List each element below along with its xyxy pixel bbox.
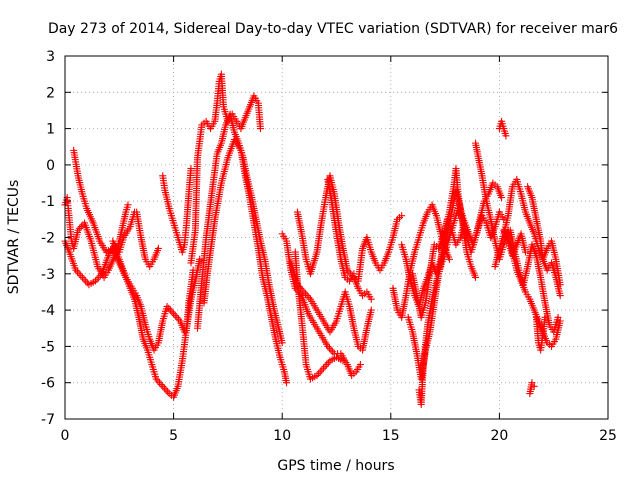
y-tick-label: -3	[41, 267, 55, 283]
y-tick-label: -5	[41, 339, 55, 355]
data-point	[155, 379, 163, 387]
data-point	[315, 370, 323, 378]
series-s27	[500, 226, 529, 260]
x-axis-label: GPS time / hours	[277, 458, 394, 474]
series-s23	[524, 183, 564, 289]
data-point	[554, 313, 562, 321]
y-tick-label: -7	[41, 412, 55, 428]
data-point	[168, 308, 176, 316]
data-point	[77, 272, 85, 280]
y-tick-label: -1	[41, 194, 55, 210]
y-tick-label: 0	[46, 158, 55, 174]
data-point	[530, 382, 538, 390]
data-point	[170, 310, 178, 318]
data-point	[173, 313, 181, 321]
data-point	[398, 212, 406, 220]
series-s10	[278, 230, 364, 379]
y-tick-label: 3	[46, 49, 55, 65]
series-s12	[293, 172, 375, 303]
data-point	[556, 317, 564, 325]
data-point	[445, 255, 453, 263]
data-point	[162, 386, 170, 394]
series-s14	[354, 212, 406, 285]
series-s24	[526, 379, 538, 398]
x-tick-label: 20	[490, 428, 508, 444]
y-tick-labels: -7 -6 -5 -4 -3 -2 -1 0 1 2 3	[41, 49, 55, 428]
data-point	[93, 275, 101, 283]
data-point	[319, 364, 327, 372]
data-point	[556, 292, 564, 300]
series-s28	[324, 175, 358, 285]
data-point	[356, 361, 364, 369]
data-point	[164, 388, 172, 396]
series-s11	[291, 248, 347, 383]
y-tick-label: 1	[46, 122, 55, 138]
data-point	[367, 306, 375, 314]
data-point	[339, 357, 347, 365]
series-s9	[200, 135, 291, 387]
data-point	[367, 295, 375, 303]
series-s8	[193, 110, 286, 347]
data-point	[472, 273, 480, 281]
data-point	[502, 132, 510, 140]
data-point	[154, 244, 162, 252]
series-s6	[159, 165, 195, 256]
x-tick-labels: 0 5 10 15 20 25	[61, 428, 617, 444]
data-point	[196, 255, 204, 263]
data-point	[498, 194, 506, 202]
data-point	[556, 281, 564, 289]
data-point	[75, 270, 83, 278]
x-tick-label: 15	[382, 428, 400, 444]
data-point	[80, 275, 88, 283]
data-point	[124, 201, 132, 209]
data-point	[350, 270, 358, 278]
chart-title: Day 273 of 2014, Sidereal Day-to-day VTE…	[48, 21, 618, 37]
data-point	[327, 346, 335, 354]
series-s26	[389, 201, 453, 321]
data-point	[78, 273, 86, 281]
y-axis-label: SDTVAR / TECUs	[6, 180, 22, 295]
x-tick-label: 10	[273, 428, 291, 444]
data-point	[329, 348, 337, 356]
plot-frame	[64, 55, 609, 420]
y-tick-label: 2	[46, 85, 55, 101]
data-point	[318, 366, 326, 374]
data-point	[541, 313, 549, 321]
data-point	[157, 381, 165, 389]
data-point	[77, 223, 85, 231]
data-point	[323, 361, 331, 369]
x-tick-label: 5	[169, 428, 178, 444]
x-tick-label: 0	[61, 428, 70, 444]
data-point	[187, 165, 195, 173]
data-point	[160, 384, 168, 392]
series-s20	[495, 117, 510, 140]
data-point	[278, 339, 286, 347]
series-s5	[133, 208, 162, 271]
y-tick-label: -2	[41, 231, 55, 247]
series-s3	[70, 146, 197, 354]
y-tick-label: -4	[41, 303, 55, 319]
data-point	[171, 312, 179, 320]
y-tick-label: -6	[41, 376, 55, 392]
series-s18	[415, 179, 506, 408]
data-point	[521, 248, 529, 256]
data-point	[283, 379, 291, 387]
data-point	[159, 382, 167, 390]
data-point	[324, 359, 332, 367]
series-s13	[287, 259, 375, 354]
data-points	[61, 70, 564, 408]
series-s7	[187, 70, 264, 267]
data-point	[321, 362, 329, 370]
series-s4	[109, 237, 204, 401]
series-s25	[532, 313, 549, 354]
data-point	[528, 379, 536, 387]
data-point	[83, 279, 91, 287]
data-point	[166, 306, 174, 314]
data-point	[256, 125, 264, 133]
data-point	[316, 368, 324, 376]
x-tick-label: 25	[599, 428, 617, 444]
